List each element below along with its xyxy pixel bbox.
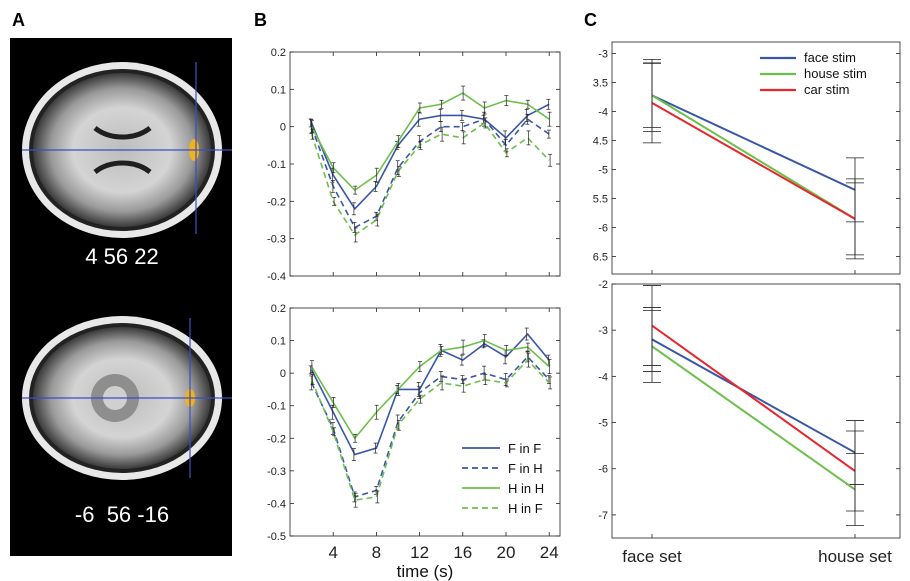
x-tick-label: house set — [818, 547, 892, 566]
brain-slice-axial-top: 4 56 22 — [22, 62, 232, 269]
legend-label: H in H — [508, 481, 544, 496]
chart-b-top: 0.2 0.1 0 -0.1 -0.2 -0.3 -0.4 — [267, 47, 561, 283]
x-tick-label: face set — [622, 547, 682, 566]
ventricle-left — [93, 125, 152, 140]
legend-label: H in F — [508, 501, 543, 516]
chart-b-bottom: 0.2 0.1 0 -0.1 -0.2 -0.3 -0.4 -0.5 4 8 12 16 20 24 tim… — [267, 303, 561, 581]
y-tick-label: -5 — [598, 418, 608, 430]
series-line-h-in-f — [310, 121, 550, 237]
legend-label: face stim — [804, 50, 856, 65]
series-line-f-in-f — [310, 103, 550, 211]
chart-c-bottom: -2 -3 -4 -5 -6 -7 face set house set — [598, 279, 901, 566]
series-line-h-in-h — [310, 339, 550, 440]
slice-coords: 4 56 22 — [85, 244, 158, 269]
slice-coords: -6 56 -16 — [75, 502, 169, 527]
y-tick-label: -4 — [598, 107, 608, 119]
y-tick-label: -0.2 — [267, 433, 286, 445]
y-tick-label: 6.5 — [593, 252, 608, 264]
y-tick-label: 0 — [280, 122, 286, 134]
series-line-face-stim — [651, 338, 856, 454]
axes-frame — [611, 41, 901, 275]
legend-label: house stim — [804, 66, 867, 81]
x-tick-label: 16 — [453, 543, 472, 562]
legend-label: F in F — [508, 441, 541, 456]
y-tick-label: 0.1 — [271, 336, 286, 348]
y-tick-label: -0.1 — [267, 401, 286, 413]
y-tick-label: -4 — [598, 371, 608, 383]
x-tick-label: 12 — [410, 543, 429, 562]
series-line-house-stim — [651, 345, 856, 491]
series-line-f-in-f — [310, 332, 550, 456]
y-tick-label: -5 — [598, 165, 608, 177]
x-tick-label: 4 — [328, 543, 337, 562]
series-line-f-in-h — [310, 118, 550, 229]
panel-letter-b: B — [254, 10, 267, 30]
y-tick-label: -0.1 — [267, 159, 286, 171]
panel-letter-a: A — [12, 10, 25, 30]
y-tick-label: 0.2 — [271, 303, 286, 315]
ventricle-right — [93, 160, 152, 175]
y-tick-label: 0.1 — [271, 84, 286, 96]
y-tick-label: -0.5 — [267, 531, 286, 543]
y-tick-label: -3 — [598, 49, 608, 61]
y-tick-label: -0.4 — [267, 498, 286, 510]
series-line-h-in-h — [310, 92, 550, 192]
y-tick-label: -7 — [598, 510, 608, 522]
series-line-house-stim — [651, 94, 856, 220]
x-tick-label: 24 — [540, 543, 559, 562]
axes-frame — [289, 307, 561, 537]
y-tick-label: -0.3 — [267, 234, 286, 246]
x-tick-label: 20 — [497, 543, 516, 562]
series-line-f-in-h — [310, 355, 550, 498]
axes-frame — [611, 283, 901, 539]
series-line-h-in-f — [310, 358, 550, 502]
y-tick-label: 3.5 — [593, 78, 608, 90]
y-tick-label: 0.2 — [271, 47, 286, 59]
series-line-car-stim — [651, 102, 856, 220]
y-tick-label: -3 — [598, 325, 608, 337]
legend-label: car stim — [804, 82, 850, 97]
y-tick-label: 5.5 — [593, 194, 608, 206]
y-tick-label: -0.4 — [267, 271, 286, 283]
brain-slice-axial-bottom: -6 56 -16 — [22, 316, 232, 527]
legend-label: F in H — [508, 461, 543, 476]
y-tick-label: -6 — [598, 464, 608, 476]
x-axis-title: time (s) — [397, 562, 454, 581]
x-tick-label: 8 — [372, 543, 381, 562]
series-line-face-stim — [651, 94, 856, 191]
series-line-car-stim — [651, 324, 856, 472]
y-tick-label: 4.5 — [593, 136, 608, 148]
y-tick-label: -2 — [598, 279, 608, 291]
brain-panel: 4 56 22 -6 56 -16 — [10, 38, 232, 556]
y-tick-label: -6 — [598, 223, 608, 235]
y-tick-label: 0 — [280, 368, 286, 380]
y-tick-label: -0.3 — [267, 466, 286, 478]
y-tick-label: -0.2 — [267, 196, 286, 208]
panel-letter-c: C — [584, 10, 597, 30]
